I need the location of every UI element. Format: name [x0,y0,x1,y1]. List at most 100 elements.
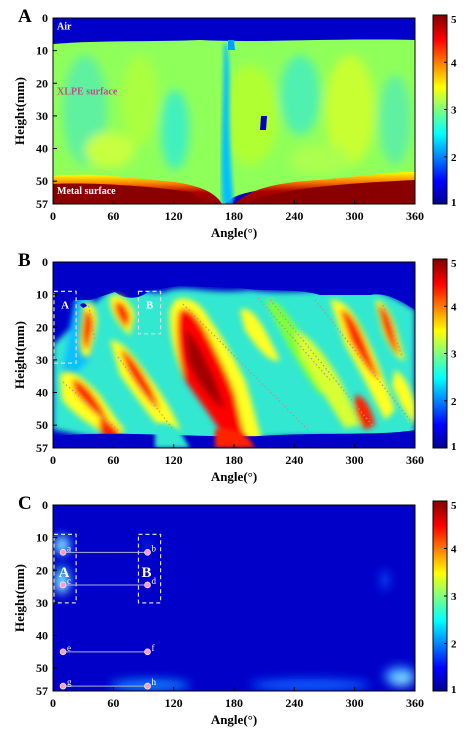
panel-c-xtick-label: 120 [165,696,183,710]
panel-b-xtick-label: 360 [406,453,424,467]
panel-c-point-g [59,682,67,690]
panel-b-ytick-label: 0 [42,255,48,269]
panel-c-xtick-label: 60 [107,696,119,710]
panel-a-xtick-label: 300 [346,209,364,223]
panel-c-heatmap [53,505,415,691]
panel-c-point-f [144,648,151,656]
panel-a-colorbar-label: 3 [451,105,457,117]
panel-b-ytick-label: 40 [36,386,48,400]
panel-a-colorbar-label: 1 [451,197,457,209]
panel-c-point-label: a [67,543,71,553]
panel-b-letter: B [18,250,31,271]
panel-a-xlabel: Angle(°) [211,225,257,240]
panel-a-letter: A [18,6,32,27]
panel-a-heatmap [53,18,415,204]
panel-c-ytick-label: 30 [36,596,48,610]
panel-a-colorbar-label: 2 [451,152,457,164]
panel-c-point-label: g [67,677,72,687]
axes-layer: A0 60 120 180 240 300 3600102030405057Angle(°)… [12,6,457,727]
panel-b-colorbar-label: 2 [451,396,457,408]
panel-b-heatmap [53,262,415,448]
panel-c-region-label: A [59,565,70,581]
panel-a-ytick-label: 57 [36,197,48,211]
panel-a-ylabel: Height(mm) [12,77,27,145]
panel-c-point-e [59,648,67,656]
panel-a-xtick-label: 240 [285,209,303,223]
annotation-air: Air [57,21,72,32]
panel-b-xlabel: Angle(°) [211,469,257,484]
panel-c-point-label: c [67,576,71,586]
panel-b-ytick-label: 10 [36,288,48,302]
panel-c-region-label: B [141,565,151,581]
panel-a-ytick-label: 0 [42,11,48,25]
panel-c-ytick-label: 40 [36,629,48,643]
panel-c-point-c [59,581,67,589]
panel-c-points: a b c d e f g h [59,543,157,690]
panel-b-xtick-label: 120 [165,453,183,467]
panel-a-ytick-label: 40 [36,142,48,156]
panel-c-point-b [144,549,151,556]
panel-b-colorbar-label: 3 [451,349,457,361]
panel-b-xtick-label: 300 [346,453,364,467]
panel-b-region-label: A [61,299,69,311]
panel-c-region-b [137,533,162,604]
panel-a-xtick-label: 360 [406,209,424,223]
panel-b-trend-lines [62,297,411,433]
panel-b-colorbar-label: 4 [451,301,457,313]
panel-a-colorbar-label: 4 [451,57,457,69]
panel-b-region-b [137,290,162,335]
panel-c-letter: C [18,493,32,514]
annotation-xlpe-surface: XLPE surface [57,87,118,98]
panel-a-xtick-label: 60 [107,209,119,223]
panel-c-xlabel: Angle(°) [211,712,257,727]
panel-c-point-a [59,549,67,556]
panel-c-point-d [144,581,151,589]
panel-b-xtick-label: 0 [50,453,56,467]
panel-c-region-a [53,533,77,604]
panel-b-ytick-label: 20 [36,320,48,334]
panel-c-colorbar-label: 4 [451,544,457,556]
panel-a-colorbar-label: 5 [451,14,457,26]
panel-b-xtick-label: 180 [225,453,243,467]
panel-a-ytick-label: 30 [36,109,48,123]
panel-b-region-label: B [146,299,154,311]
panel-c-colorbar-label: 3 [451,591,457,603]
panel-a-xtick-label: 180 [225,209,243,223]
panel-c-colorbar-label: 2 [451,639,457,651]
panel-c-xtick-label: 360 [406,696,424,710]
panel-c-xtick-label: 180 [225,696,243,710]
panel-c-point-label: b [152,543,157,553]
annotation-metal-surface: Metal surface [57,186,116,197]
panel-c-ytick-label: 10 [36,531,48,545]
panel-c-xtick-label: 0 [50,696,56,710]
panel-a: Air XLPE surface Metal surface [52,17,416,205]
panel-c-point-label: e [67,643,71,653]
panel-c-ytick-label: 0 [42,498,48,512]
panel-c-point-h [144,682,151,690]
panel-a-xtick-label: 120 [165,209,183,223]
panel-c-colorbar-label: 1 [451,684,457,696]
panel-c-xtick-label: 300 [346,696,364,710]
panel-b-ylabel: Height(mm) [12,321,27,389]
panel-c-ytick-label: 57 [36,684,48,698]
panel-a-ytick-label: 50 [36,174,48,188]
panel-b-region-a [53,290,77,364]
panel-b-colorbar-label: 5 [451,258,457,270]
panel-c-ylabel: Height(mm) [12,564,27,632]
panel-c-point-label: h [152,677,157,687]
panel-c-point-label: f [152,643,155,653]
panel-b-colorbar-label: 1 [451,441,457,453]
panel-b-xtick-label: 60 [107,453,119,467]
panel-a-xtick-label: 0 [50,209,56,223]
panel-a-ytick-label: 10 [36,44,48,58]
panel-c-colorbar-label: 5 [451,500,457,512]
panel-b-xtick-label: 240 [285,453,303,467]
panel-c-ytick-label: 20 [36,563,48,577]
panel-a-ytick-label: 20 [36,76,48,90]
panel-b-ytick-label: 57 [36,441,48,455]
